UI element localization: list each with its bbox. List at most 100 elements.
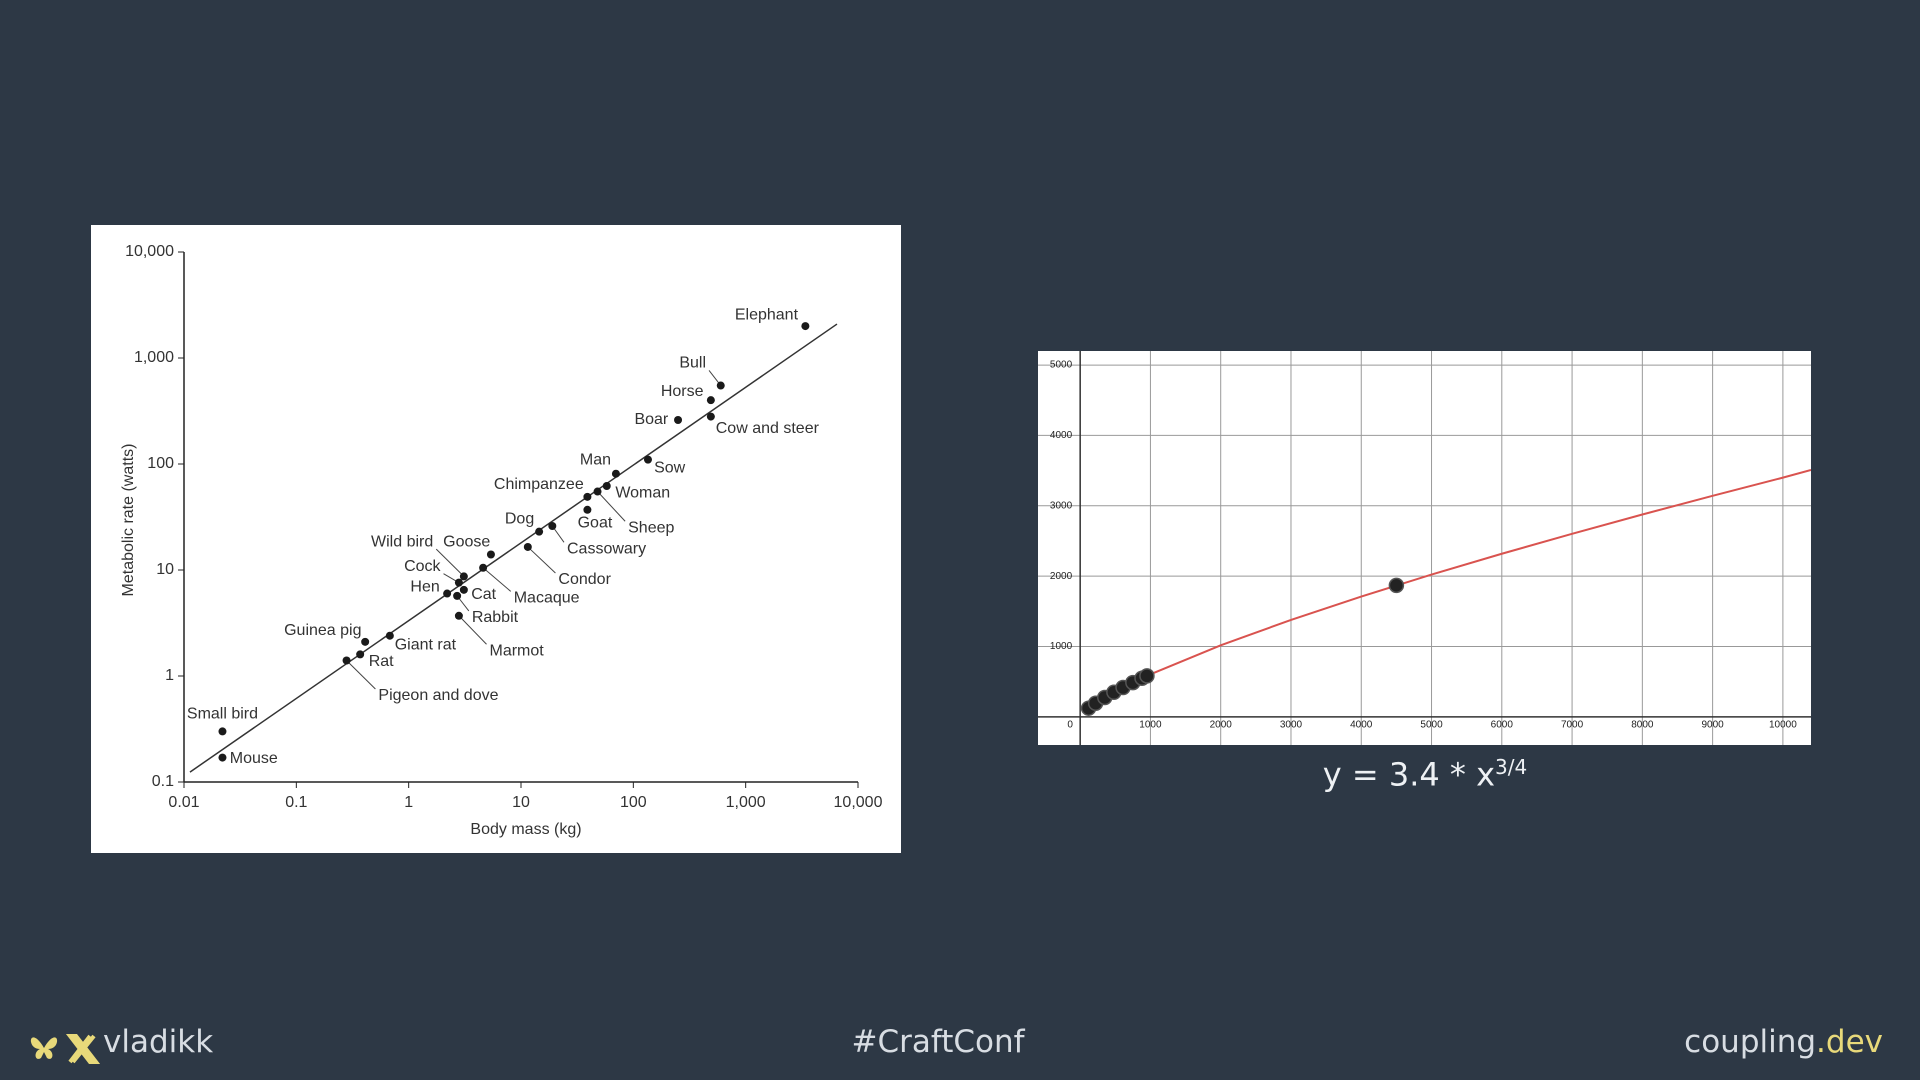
- x-axis-title: Body mass (kg): [470, 821, 581, 838]
- data-point: [342, 656, 351, 665]
- hashtag: #CraftConf: [851, 1024, 1025, 1060]
- data-point: [706, 412, 715, 421]
- point-label: Small bird: [187, 706, 258, 723]
- x-tick-label: 0.01: [168, 794, 199, 811]
- point-label: Macaque: [514, 590, 580, 607]
- x-tick-label: 2000: [1210, 719, 1233, 730]
- x-tick-label: 3000: [1280, 719, 1303, 730]
- point-label: Hen: [410, 579, 439, 596]
- y-tick-label: 100: [147, 455, 174, 472]
- x-tick-label: 100: [620, 794, 647, 811]
- y-tick-label: 4000: [1050, 430, 1073, 441]
- leader-line: [346, 660, 376, 690]
- data-point: [1388, 577, 1405, 594]
- data-point: [611, 469, 620, 478]
- y-tick-label: 5000: [1050, 360, 1073, 371]
- site-name: coupling: [1684, 1024, 1817, 1060]
- point-label: Man: [580, 451, 611, 468]
- data-point: [218, 727, 227, 736]
- data-point: [801, 322, 810, 331]
- point-label: Cat: [471, 586, 496, 603]
- leader-line: [597, 491, 626, 522]
- x-tick-label: 0: [1067, 719, 1073, 730]
- data-point: [716, 381, 725, 390]
- y-tick-label: 2000: [1050, 571, 1073, 582]
- y-tick-label: 1000: [1050, 641, 1073, 652]
- x-tick-label: 5000: [1420, 719, 1443, 730]
- data-point: [459, 585, 468, 594]
- data-point: [535, 527, 544, 536]
- scaling-chart: Body mass (kg) Metabolic rate (watts) 0.…: [91, 225, 901, 853]
- point-label: Dog: [505, 511, 534, 528]
- x-tick-label: 9000: [1701, 719, 1724, 730]
- leader-line: [482, 567, 512, 592]
- x-tick-label: 8000: [1631, 719, 1654, 730]
- data-point: [218, 753, 227, 762]
- y-tick-label: 10: [156, 561, 174, 578]
- point-label: Sheep: [628, 519, 674, 536]
- point-label: Woman: [615, 485, 670, 502]
- data-point: [454, 611, 463, 620]
- point-label: Pigeon and dove: [378, 687, 498, 704]
- point-label: Sow: [654, 459, 686, 476]
- formula-exponent: 3/4: [1495, 755, 1528, 779]
- point-label: Cow and steer: [716, 420, 820, 437]
- x-tick-label: 4000: [1350, 719, 1373, 730]
- point-label: Marmot: [490, 642, 545, 659]
- data-point: [356, 650, 365, 659]
- x-tick-label: 0.1: [285, 794, 307, 811]
- point-label: Elephant: [735, 306, 799, 323]
- point-label: Guinea pig: [284, 622, 361, 639]
- formula: y = 3.4 * x3/4: [1225, 755, 1625, 794]
- site: coupling.dev: [1684, 1024, 1883, 1060]
- x-icon: [65, 1034, 100, 1064]
- social-icons: [30, 1034, 100, 1064]
- data-point: [583, 492, 592, 501]
- data-point: [486, 550, 495, 559]
- data-point: [674, 416, 683, 425]
- data-point: [523, 542, 532, 551]
- x-tick-label: 10: [512, 794, 530, 811]
- point-label: Goose: [443, 533, 490, 550]
- x-tick-label: 6000: [1491, 719, 1514, 730]
- point-label: Wild bird: [371, 533, 433, 550]
- point-label: Cock: [404, 558, 441, 575]
- leader-line: [458, 615, 487, 645]
- point-label: Giant rat: [395, 637, 457, 654]
- data-point: [602, 482, 611, 491]
- data-point: [1139, 668, 1155, 684]
- handle: vladikk: [103, 1024, 214, 1060]
- data-point: [453, 591, 462, 600]
- point-label: Goat: [578, 514, 613, 531]
- data-point: [548, 522, 557, 531]
- fit-line: [189, 323, 838, 773]
- point-label: Rat: [369, 653, 394, 670]
- x-tick-label: 1000: [1139, 719, 1162, 730]
- x-tick-label: 10,000: [834, 794, 883, 811]
- y-tick-label: 1,000: [134, 349, 174, 366]
- y-tick-label: 10,000: [125, 243, 174, 260]
- point-label: Chimpanzee: [494, 476, 584, 493]
- point-label: Bull: [679, 355, 706, 372]
- y-tick-label: 3000: [1050, 500, 1073, 511]
- formula-text: y = 3.4 * x: [1322, 755, 1496, 794]
- curve: [1150, 469, 1811, 676]
- data-point: [443, 589, 452, 598]
- point-label: Horse: [661, 383, 704, 400]
- leader-line: [527, 546, 556, 574]
- curve-chart: 0 1000 2000 3000 4000 5000 6000 7000 8000 9000 100…: [1038, 351, 1811, 745]
- data-point: [361, 637, 370, 646]
- y-tick-label: 0.1: [152, 773, 174, 790]
- butterfly-icon: [30, 1037, 58, 1059]
- point-label: Mouse: [230, 750, 278, 767]
- data-point: [583, 505, 592, 514]
- point-label: Rabbit: [472, 609, 519, 626]
- point-label: Cassowary: [567, 540, 646, 557]
- leader-line: [435, 548, 465, 577]
- site-suffix: .dev: [1816, 1024, 1883, 1060]
- x-tick-label: 10000: [1769, 719, 1797, 730]
- data-point: [459, 572, 468, 581]
- data-point: [593, 487, 602, 496]
- x-tick-label: 1,000: [726, 794, 766, 811]
